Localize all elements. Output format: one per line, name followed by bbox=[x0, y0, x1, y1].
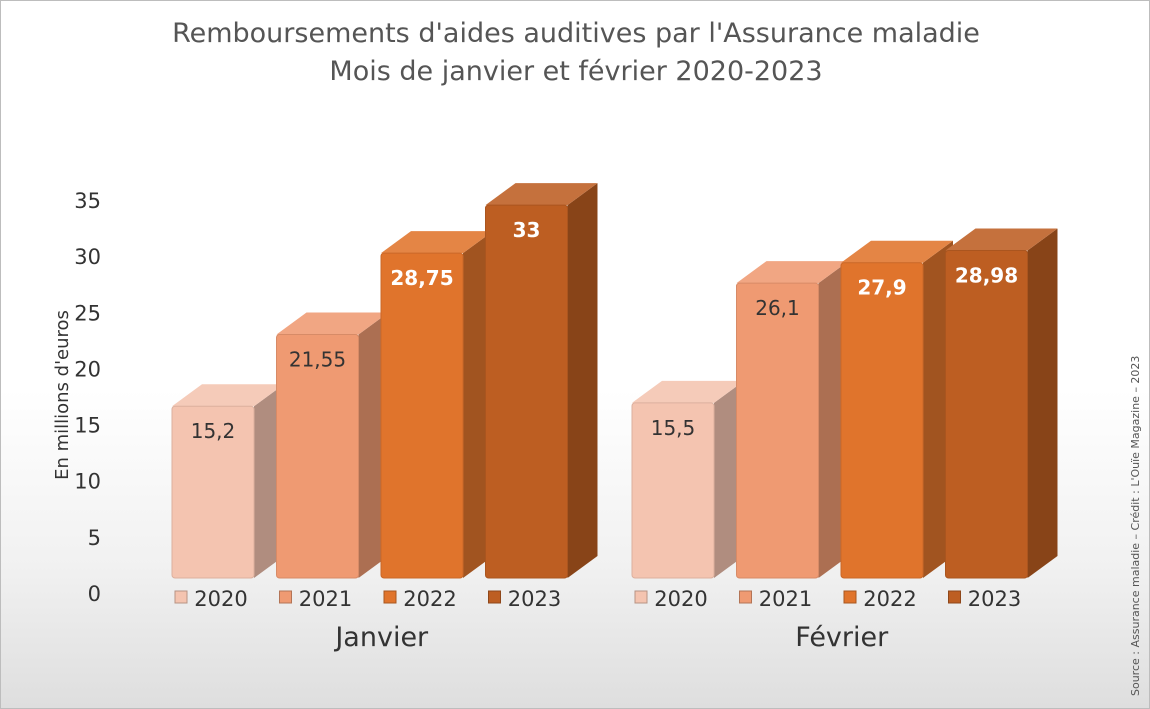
bar-side-face bbox=[567, 183, 598, 578]
data-label: 21,55 bbox=[289, 347, 346, 371]
x-tick-label: 2023 bbox=[968, 587, 1021, 611]
bar-front-face bbox=[631, 402, 715, 579]
bar-front-face bbox=[380, 252, 464, 579]
bar-front-face bbox=[171, 405, 255, 579]
data-label: 28,75 bbox=[390, 266, 453, 290]
legend-marker bbox=[279, 590, 292, 604]
bar-top-face bbox=[381, 231, 493, 254]
legend-marker bbox=[843, 590, 857, 604]
chart-subtitle: Mois de janvier et février 2020-2023 bbox=[329, 56, 823, 87]
group-label: Février bbox=[795, 622, 889, 653]
data-label: 28,98 bbox=[955, 264, 1018, 288]
bar-side-face bbox=[1027, 228, 1058, 578]
legend-marker bbox=[739, 590, 752, 604]
legend-marker bbox=[634, 590, 648, 604]
x-tick-label: 2021 bbox=[299, 587, 352, 611]
data-label: 15,5 bbox=[651, 416, 696, 440]
data-label: 15,2 bbox=[191, 419, 236, 443]
x-tick-label: 2022 bbox=[403, 587, 456, 611]
y-axis-label: En millions d'euros bbox=[52, 310, 73, 480]
data-label: 33 bbox=[513, 218, 541, 242]
bar-top-face bbox=[485, 183, 598, 206]
data-label: 26,1 bbox=[755, 296, 800, 320]
bar-top-face bbox=[172, 384, 284, 407]
y-tick-label: 0 bbox=[88, 582, 101, 606]
bar-front-face bbox=[840, 262, 924, 579]
legend-marker bbox=[174, 590, 188, 604]
bar-front-face bbox=[276, 333, 359, 579]
chart-title-block: Remboursements d'aides auditives par l'A… bbox=[1, 15, 1149, 91]
x-tick-label: 2020 bbox=[654, 587, 707, 611]
bar-février-2021: 26,1 bbox=[736, 261, 849, 579]
group-label: Janvier bbox=[333, 622, 429, 653]
bar-top-face bbox=[276, 312, 389, 335]
legend-marker bbox=[948, 590, 961, 604]
x-tick-label: 2022 bbox=[863, 587, 916, 611]
bar-front-face bbox=[945, 250, 1028, 579]
bar-janvier-2023: 33 bbox=[485, 183, 598, 579]
bar-top-face bbox=[632, 380, 744, 403]
data-label: 27,9 bbox=[857, 276, 906, 300]
bar-top-face bbox=[841, 240, 953, 263]
x-tick-label: 2023 bbox=[508, 587, 561, 611]
bar-février-2022: 27,9 bbox=[840, 240, 953, 579]
bar-front-face bbox=[485, 204, 568, 579]
y-tick-label: 15 bbox=[74, 414, 101, 438]
x-tick-label: 2020 bbox=[194, 587, 247, 611]
bar-février-2020: 15,5 bbox=[631, 380, 744, 579]
bar-top-face bbox=[945, 228, 1058, 251]
source-text: Source : Assurance maladie – Crédit : L'… bbox=[1129, 355, 1142, 696]
bar-janvier-2021: 21,55 bbox=[276, 312, 389, 579]
y-tick-label: 20 bbox=[74, 357, 101, 381]
legend-marker bbox=[488, 590, 501, 604]
y-tick-label: 30 bbox=[74, 245, 101, 269]
x-tick-label: 2021 bbox=[759, 587, 812, 611]
legend-marker bbox=[383, 590, 397, 604]
bar-janvier-2022: 28,75 bbox=[380, 231, 493, 579]
y-tick-label: 10 bbox=[74, 470, 101, 494]
chart-title: Remboursements d'aides auditives par l'A… bbox=[172, 18, 980, 49]
bar-janvier-2020: 15,2 bbox=[171, 384, 284, 579]
y-tick-label: 5 bbox=[88, 526, 101, 550]
bar-top-face bbox=[736, 261, 849, 284]
bar-front-face bbox=[736, 282, 819, 579]
bar-février-2023: 28,98 bbox=[945, 228, 1058, 579]
y-tick-label: 35 bbox=[74, 189, 101, 213]
y-tick-label: 25 bbox=[74, 301, 101, 325]
